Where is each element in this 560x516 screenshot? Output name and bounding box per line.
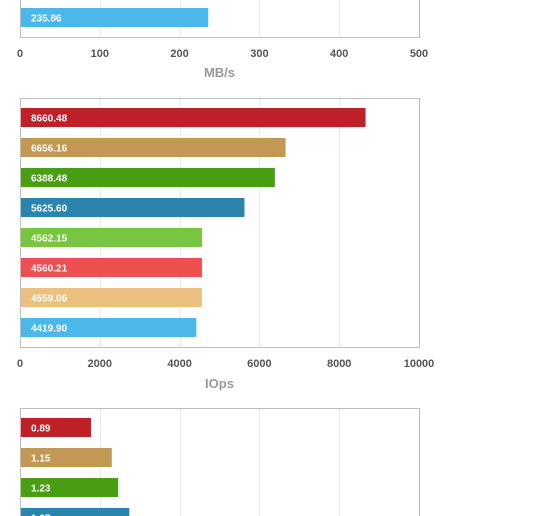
bar-iops-6 [21, 288, 202, 307]
bar-latency-3 [21, 508, 130, 516]
x-tick-label: 200 [170, 48, 188, 60]
data-label: 6656.16 [31, 144, 68, 155]
x-tick-label: 6000 [247, 358, 271, 370]
x-axis-title: IOps [205, 376, 234, 391]
x-tick-label: 100 [91, 48, 109, 60]
x-tick-label: 300 [250, 48, 268, 60]
bar-iops-4 [21, 228, 203, 247]
data-label: 4562.15 [31, 234, 68, 245]
x-tick-label: 10000 [404, 358, 435, 370]
bar-latency-0 [21, 418, 92, 437]
data-label: 1.15 [31, 454, 51, 465]
data-label: 4419.90 [31, 324, 68, 335]
bar-throughput-0 [21, 8, 209, 27]
data-label: 6388.48 [31, 174, 68, 185]
x-tick-label: 4000 [167, 358, 191, 370]
plot-frame [20, 98, 420, 348]
chart-panel-throughput: 235.86 0 100 200 300 400 500 MB/s [17, 0, 428, 80]
data-label: 4559.06 [31, 294, 68, 305]
data-label: 4560.21 [31, 264, 68, 275]
data-label: 0.89 [31, 424, 51, 435]
x-tick-label: 400 [330, 48, 348, 60]
chart-panel-latency: 0.89 1.15 1.23 1.37 [20, 408, 420, 516]
bar-iops-3 [21, 198, 245, 217]
bar-iops-0 [21, 108, 366, 127]
bar-iops-2 [21, 168, 275, 187]
chart-panel-iops: 8660.48 6656.16 6388.48 5625.60 4562.15 4560.… [17, 98, 435, 391]
bar-iops-5 [21, 258, 202, 277]
x-tick-label: 8000 [327, 358, 351, 370]
x-tick-label: 0 [17, 358, 23, 370]
data-label: 1.37 [31, 514, 51, 516]
x-tick-label: 2000 [88, 358, 112, 370]
bar-latency-1 [21, 448, 112, 467]
data-label: 1.23 [31, 484, 51, 495]
bar-latency-2 [21, 478, 119, 497]
data-label: 235.86 [31, 14, 62, 25]
data-label: 8660.48 [31, 114, 68, 125]
x-tick-label: 500 [410, 48, 428, 60]
x-tick-label: 0 [17, 48, 23, 60]
bar-iops-7 [21, 318, 197, 337]
data-label: 5625.60 [31, 204, 68, 215]
x-axis-title: MB/s [204, 65, 235, 80]
bar-iops-1 [21, 138, 286, 157]
